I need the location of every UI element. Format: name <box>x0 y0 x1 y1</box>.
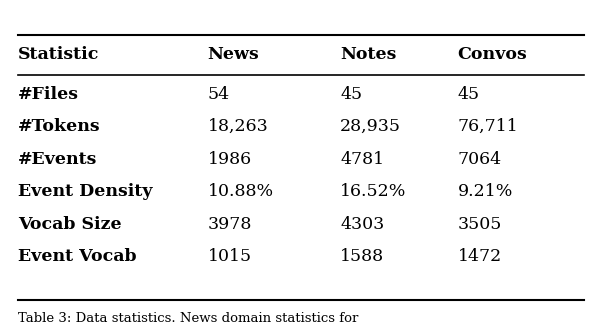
Text: #Files: #Files <box>18 86 79 103</box>
Text: 10.88%: 10.88% <box>208 183 274 201</box>
Text: 1015: 1015 <box>208 248 252 265</box>
Text: 7064: 7064 <box>458 151 501 168</box>
Text: 4781: 4781 <box>340 151 384 168</box>
Text: 1986: 1986 <box>208 151 252 168</box>
Text: 16.52%: 16.52% <box>340 183 406 201</box>
Text: 3505: 3505 <box>458 215 502 233</box>
Text: Convos: Convos <box>458 46 527 63</box>
Text: Statistic: Statistic <box>18 46 99 63</box>
Text: 3978: 3978 <box>208 215 252 233</box>
Text: Event Density: Event Density <box>18 183 152 201</box>
Text: Vocab Size: Vocab Size <box>18 215 122 233</box>
Text: 45: 45 <box>340 86 362 103</box>
Text: Notes: Notes <box>340 46 397 63</box>
Text: 4303: 4303 <box>340 215 385 233</box>
Text: 28,935: 28,935 <box>340 118 401 135</box>
Text: #Events: #Events <box>18 151 98 168</box>
Text: #Tokens: #Tokens <box>18 118 101 135</box>
Text: News: News <box>208 46 259 63</box>
Text: 76,711: 76,711 <box>458 118 518 135</box>
Text: 9.21%: 9.21% <box>458 183 513 201</box>
Text: 45: 45 <box>458 86 480 103</box>
Text: 1588: 1588 <box>340 248 384 265</box>
Text: Table 3: Data statistics. News domain statistics for: Table 3: Data statistics. News domain st… <box>18 312 358 325</box>
Text: 1472: 1472 <box>458 248 502 265</box>
Text: Event Vocab: Event Vocab <box>18 248 137 265</box>
Text: 54: 54 <box>208 86 230 103</box>
Text: 18,263: 18,263 <box>208 118 268 135</box>
